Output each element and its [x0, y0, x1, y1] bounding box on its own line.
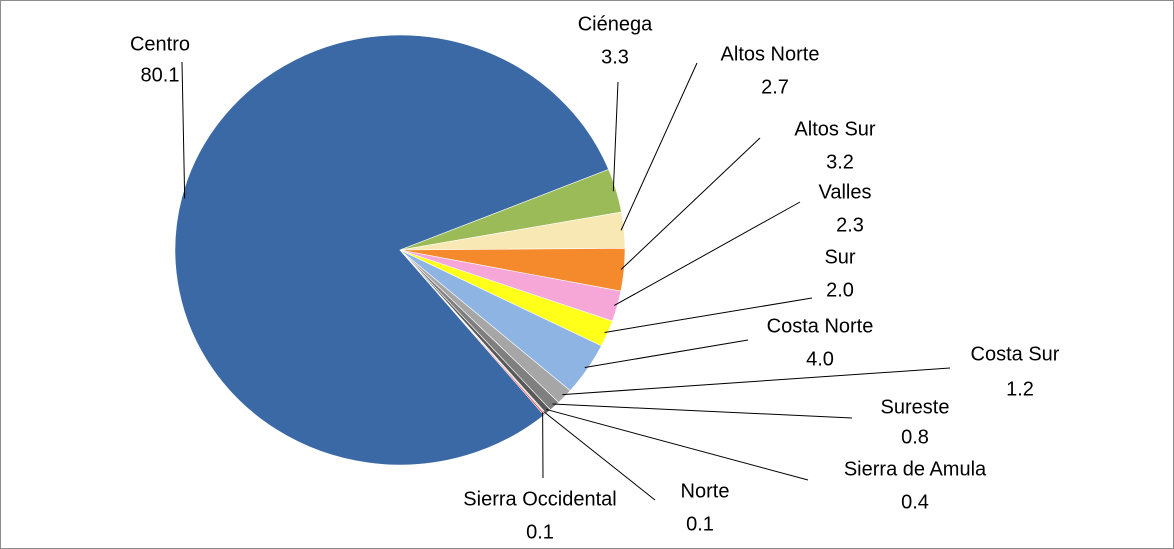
leader-line: [543, 411, 656, 501]
value-label: 1.2: [1006, 378, 1034, 400]
slice-label: Valles: [819, 181, 872, 203]
slice-label: Centro: [130, 33, 190, 55]
value-label: 2.0: [826, 279, 854, 301]
leader-line: [584, 339, 749, 369]
slice-label: Sierra de Amula: [844, 458, 987, 480]
value-label: 2.3: [836, 214, 864, 236]
leader-line: [620, 62, 698, 231]
leader-line: [612, 81, 619, 192]
value-label: 80.1: [141, 64, 180, 86]
leader-line: [614, 201, 801, 306]
leader-line: [562, 367, 951, 396]
pie-slice: [399, 249, 546, 416]
value-label: 2.7: [761, 76, 789, 98]
pie-slice: [174, 34, 609, 466]
slice-label: Ciénega: [578, 13, 653, 35]
value-label: 3.2: [826, 151, 854, 173]
slice-label: Altos Norte: [721, 43, 820, 65]
leader-line: [604, 297, 813, 333]
leader-line: [552, 403, 853, 419]
slice-label: Costa Norte: [767, 315, 874, 337]
slice-label: Altos Sur: [794, 118, 875, 140]
slice-label: Sierra Occidental: [463, 488, 616, 510]
value-label: 0.4: [901, 491, 929, 513]
slice-label: Norte: [681, 480, 730, 502]
leader-line: [546, 408, 809, 481]
slice-label: Sureste: [881, 396, 950, 418]
leader-line: [620, 137, 761, 270]
slice-label: Sur: [824, 246, 855, 268]
value-label: 0.1: [686, 513, 714, 535]
value-label: 4.0: [806, 348, 834, 370]
leader-line: [181, 61, 186, 199]
value-label: 3.3: [601, 46, 629, 68]
value-label: 0.8: [901, 426, 929, 448]
slice-label: Costa Sur: [971, 343, 1060, 365]
value-label: 0.1: [526, 521, 554, 543]
